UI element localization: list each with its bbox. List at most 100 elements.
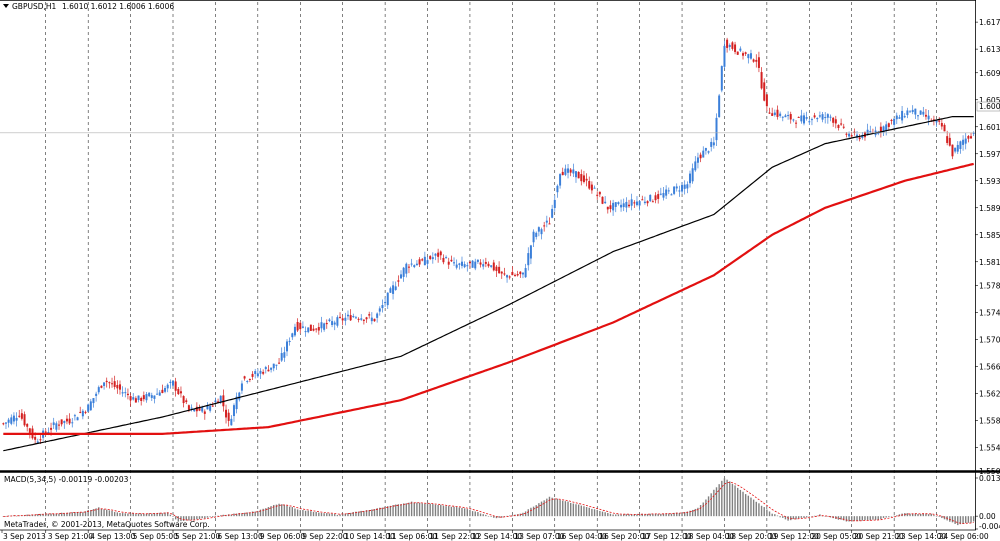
macd-bar bbox=[214, 515, 217, 517]
macd-bar bbox=[617, 514, 620, 517]
macd-bar bbox=[466, 509, 468, 517]
macd-bar bbox=[254, 511, 256, 517]
candle bbox=[895, 112, 898, 125]
candle bbox=[789, 111, 792, 124]
candle bbox=[235, 392, 238, 414]
macd-bar bbox=[713, 489, 715, 517]
macd-bar bbox=[320, 513, 323, 517]
candle bbox=[439, 250, 442, 260]
candle bbox=[699, 152, 702, 163]
candle bbox=[254, 368, 257, 379]
candle bbox=[572, 163, 575, 177]
candle bbox=[423, 251, 426, 266]
candle bbox=[185, 398, 188, 405]
candle bbox=[938, 117, 941, 125]
macd-bar bbox=[848, 516, 850, 522]
macd-bar bbox=[951, 516, 954, 523]
candle bbox=[781, 116, 784, 122]
candle bbox=[103, 382, 106, 390]
macd-bar bbox=[368, 510, 370, 517]
macd-bar bbox=[824, 516, 826, 517]
candle bbox=[182, 395, 185, 408]
macd-bar bbox=[861, 516, 864, 521]
macd-bar bbox=[113, 512, 116, 517]
candle bbox=[506, 274, 509, 283]
macd-bar bbox=[638, 514, 641, 517]
candle bbox=[172, 380, 175, 387]
macd-bar bbox=[718, 484, 720, 517]
candle bbox=[787, 111, 790, 120]
candle bbox=[784, 113, 787, 118]
candle bbox=[378, 306, 381, 316]
candle bbox=[52, 417, 55, 429]
time-tick-label: 4 Sep 13:00 bbox=[90, 532, 136, 541]
candle bbox=[593, 185, 596, 189]
time-tick-label: 6 Sep 13:00 bbox=[217, 532, 263, 541]
macd-bar bbox=[304, 510, 307, 517]
macd-bar bbox=[220, 515, 222, 517]
candle bbox=[12, 412, 15, 425]
candle bbox=[169, 379, 172, 389]
macd-bar bbox=[548, 496, 551, 517]
macd-bar bbox=[52, 513, 55, 517]
candle bbox=[569, 167, 572, 177]
macd-bar bbox=[315, 512, 317, 517]
candle bbox=[360, 314, 363, 321]
macd-bar bbox=[424, 503, 426, 517]
candle bbox=[81, 409, 84, 420]
candle bbox=[246, 380, 249, 384]
macd-bar bbox=[874, 516, 877, 520]
candle bbox=[540, 227, 543, 240]
macd-bar bbox=[177, 516, 180, 522]
candle bbox=[259, 368, 262, 379]
candle bbox=[691, 163, 694, 184]
macd-bar bbox=[336, 515, 339, 517]
macd-bar bbox=[827, 516, 829, 517]
macd-bar bbox=[371, 509, 373, 517]
macd-bar bbox=[323, 513, 325, 517]
moving-average-fast-line bbox=[3, 116, 974, 452]
candle bbox=[118, 380, 121, 395]
candle bbox=[813, 112, 816, 119]
candle bbox=[959, 140, 962, 154]
candle bbox=[508, 275, 511, 280]
candle bbox=[696, 152, 699, 169]
candle bbox=[352, 313, 355, 318]
macd-bar bbox=[312, 511, 315, 517]
macd-bar bbox=[355, 511, 357, 517]
candle bbox=[498, 261, 501, 274]
macd-bar bbox=[259, 509, 262, 517]
candle bbox=[683, 180, 686, 195]
candle bbox=[521, 272, 524, 279]
macd-bar bbox=[270, 506, 272, 517]
macd-bar bbox=[267, 507, 270, 517]
candle bbox=[230, 415, 233, 426]
chart-menu-triangle-icon[interactable] bbox=[3, 4, 9, 8]
candle bbox=[712, 136, 715, 149]
candle bbox=[325, 319, 328, 329]
macd-bar bbox=[26, 514, 28, 517]
candle bbox=[728, 43, 731, 51]
candle bbox=[320, 316, 323, 333]
candle bbox=[442, 254, 445, 265]
macd-bar bbox=[927, 514, 930, 517]
macd-bar bbox=[400, 504, 402, 517]
macd-bar bbox=[294, 508, 296, 517]
candle bbox=[551, 204, 554, 219]
macd-bar bbox=[156, 513, 158, 517]
candle bbox=[370, 312, 373, 325]
macd-bar bbox=[588, 507, 590, 517]
candle bbox=[238, 391, 241, 402]
candle bbox=[519, 271, 522, 278]
candle bbox=[195, 402, 198, 417]
candle bbox=[331, 316, 334, 328]
candle bbox=[272, 363, 275, 372]
candle bbox=[792, 118, 795, 123]
candle bbox=[659, 187, 662, 196]
macd-bar bbox=[74, 511, 76, 517]
macd-bar bbox=[771, 513, 773, 517]
candle bbox=[368, 311, 371, 319]
macd-bar bbox=[845, 516, 848, 522]
candle bbox=[251, 371, 254, 381]
